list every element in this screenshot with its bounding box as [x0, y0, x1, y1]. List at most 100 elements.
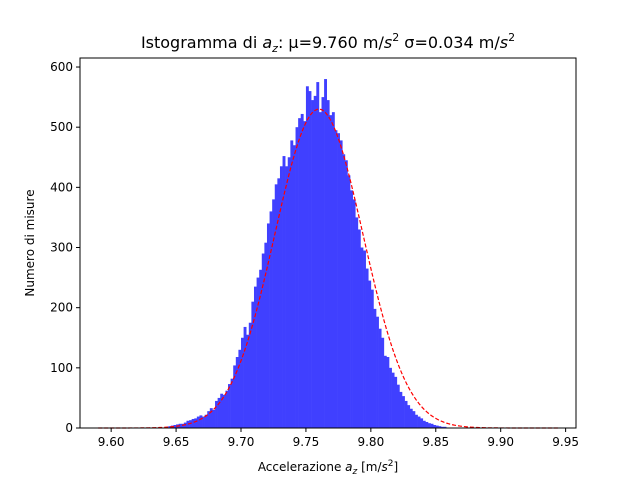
histogram-bar-42: [277, 178, 281, 428]
histogram-bar-22: [225, 390, 229, 428]
histogram-bar-57: [316, 82, 320, 428]
chart-title: Istogramma di az: μ=9.760 m/s2 σ=0.034 m…: [141, 31, 515, 55]
histogram-bar-46: [287, 157, 291, 428]
histogram-bar-96: [417, 416, 421, 428]
histogram-bar-101: [430, 423, 434, 428]
histogram-bar-68: [344, 160, 348, 428]
histogram-bar-24: [230, 378, 234, 428]
x-tick-label: 9.70: [228, 435, 255, 449]
histogram-bar-77: [368, 280, 372, 428]
histogram-bar-95: [414, 414, 418, 428]
histogram-bar-2: [173, 424, 177, 428]
histogram-bar-106: [443, 426, 447, 428]
histogram-bar-92: [407, 405, 411, 428]
histogram-bar-19: [217, 397, 221, 428]
histogram-bar-62: [329, 115, 333, 429]
histogram-bar-27: [238, 349, 242, 428]
histogram-bar-47: [290, 140, 294, 429]
histogram-bar-53: [305, 86, 309, 428]
histogram-bar-89: [399, 391, 403, 428]
histogram-bar-50: [298, 118, 302, 428]
histogram-bar-21: [222, 394, 226, 428]
histogram-bar-49: [295, 127, 299, 428]
histogram-bar-23: [228, 384, 231, 428]
histogram-bar-56: [313, 95, 317, 429]
x-tick-label: 9.80: [357, 435, 384, 449]
y-tick-label: 500: [50, 120, 73, 134]
histogram-bar-82: [381, 337, 385, 428]
histogram-bar-84: [386, 357, 390, 428]
histogram-bar-83: [383, 355, 387, 428]
histogram-bar-18: [215, 400, 218, 428]
histogram-bar-36: [261, 253, 265, 428]
histogram-bar-10: [194, 418, 198, 428]
histogram-bar-74: [360, 247, 364, 428]
histogram-bar-104: [438, 426, 442, 428]
y-tick-label: 600: [50, 60, 73, 74]
histogram-bar-97: [420, 418, 424, 428]
histogram-bar-63: [331, 112, 335, 429]
histogram-bar-105: [440, 426, 444, 428]
histogram-bar-86: [391, 372, 395, 428]
histogram-bar-29: [243, 326, 247, 428]
histogram-bar-93: [409, 408, 413, 428]
x-tick-label: 9.65: [163, 435, 190, 449]
histogram-bar-30: [246, 334, 250, 428]
histogram-bar-99: [425, 421, 429, 428]
histogram-bar-14: [204, 414, 208, 428]
x-tick-label: 9.60: [98, 435, 125, 449]
histogram-bar-54: [308, 91, 312, 428]
histogram-bar-5: [181, 423, 185, 428]
histogram-bar-80: [376, 316, 379, 428]
histogram-bar-79: [373, 308, 377, 428]
histogram-bar-28: [241, 337, 244, 428]
histogram-bar-76: [365, 268, 369, 428]
histogram-bar-67: [342, 154, 346, 428]
histogram-bar-100: [427, 423, 431, 428]
histogram-bar-32: [251, 301, 255, 428]
histogram-bar-17: [212, 409, 216, 428]
histogram-bar-41: [274, 184, 278, 428]
histogram-bar-75: [363, 250, 366, 428]
histogram-bar-34: [256, 277, 260, 428]
histogram-bar-94: [412, 411, 416, 428]
histogram-bar-37: [264, 242, 268, 428]
histogram-bar-102: [433, 424, 437, 428]
histogram-bar-78: [370, 289, 374, 428]
histogram-bar-33: [253, 286, 257, 428]
histogram-bar-64: [334, 130, 338, 428]
histogram-bar-60: [324, 79, 327, 428]
histogram-bar-91: [404, 400, 408, 428]
histogram-bar-12: [199, 415, 203, 428]
histogram-bar-65: [337, 133, 340, 428]
histogram-bar-38: [266, 223, 270, 428]
y-axis-label: Numero di misure: [23, 189, 37, 296]
plot-frame: [79, 57, 577, 429]
histogram-bar-61: [326, 100, 330, 429]
histogram-bar-4: [178, 423, 182, 428]
histogram-bar-85: [389, 367, 392, 428]
histogram-bar-16: [209, 408, 213, 428]
x-tick-label: 9.85: [422, 435, 449, 449]
x-axis: 9.60 9.65 9.70 9.75 9.80 9.85 9.90 9.95: [98, 428, 579, 449]
histogram-bar-15: [207, 411, 211, 428]
x-axis-label: Accelerazione az [m/s2]: [258, 459, 398, 477]
histogram-bar-13: [202, 416, 205, 428]
histogram-bar-40: [272, 199, 276, 428]
x-tick-label: 9.75: [293, 435, 320, 449]
y-axis: 0 100 200 300 400 500 600: [50, 60, 80, 435]
histogram-bar-7: [186, 420, 190, 428]
histogram-bar-88: [396, 384, 400, 428]
y-tick-label: 0: [65, 421, 73, 435]
histogram-bar-11: [196, 416, 200, 428]
histogram-bar-58: [318, 112, 322, 429]
y-tick-label: 100: [50, 361, 73, 375]
histogram-bar-26: [235, 357, 239, 428]
histogram-bar-31: [248, 322, 252, 428]
histogram-bar-71: [352, 199, 356, 428]
histogram-bar-81: [378, 328, 382, 428]
histogram-bars: [168, 79, 447, 429]
histogram-bar-69: [347, 175, 351, 428]
histogram-bar-72: [355, 217, 359, 428]
